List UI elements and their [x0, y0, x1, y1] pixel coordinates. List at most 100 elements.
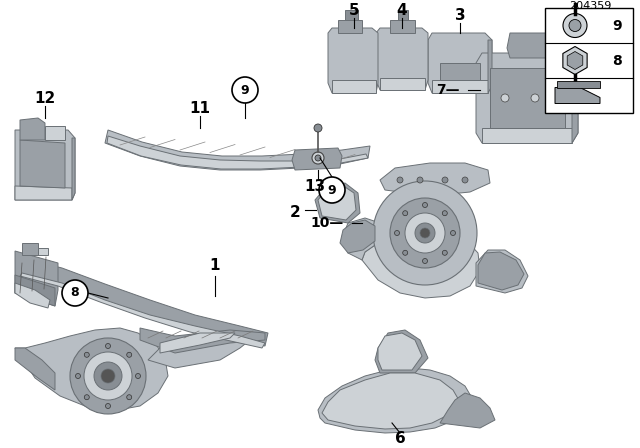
- Circle shape: [101, 369, 115, 383]
- Polygon shape: [378, 333, 422, 370]
- Polygon shape: [380, 78, 425, 90]
- Text: 8: 8: [70, 287, 79, 300]
- Polygon shape: [15, 275, 55, 306]
- Polygon shape: [567, 52, 583, 69]
- Polygon shape: [20, 258, 268, 346]
- Circle shape: [403, 250, 408, 255]
- Polygon shape: [340, 220, 375, 253]
- Polygon shape: [345, 10, 358, 20]
- Text: 13: 13: [305, 178, 326, 194]
- Polygon shape: [38, 248, 48, 255]
- Text: 8: 8: [612, 53, 622, 68]
- Circle shape: [531, 94, 539, 102]
- Polygon shape: [428, 33, 492, 93]
- Circle shape: [394, 231, 399, 236]
- Polygon shape: [342, 218, 380, 260]
- Polygon shape: [160, 333, 235, 353]
- Polygon shape: [375, 330, 428, 373]
- Circle shape: [127, 395, 132, 400]
- Polygon shape: [22, 243, 38, 255]
- Circle shape: [84, 352, 90, 358]
- Polygon shape: [482, 128, 572, 143]
- Circle shape: [312, 152, 324, 164]
- Circle shape: [232, 77, 258, 103]
- Text: 11: 11: [189, 100, 211, 116]
- Text: 9: 9: [241, 83, 250, 96]
- Circle shape: [403, 211, 408, 215]
- Polygon shape: [390, 20, 415, 33]
- Polygon shape: [338, 20, 362, 33]
- Circle shape: [314, 124, 322, 132]
- Polygon shape: [20, 118, 45, 140]
- Circle shape: [462, 177, 468, 183]
- Polygon shape: [328, 28, 378, 93]
- Text: 5: 5: [349, 3, 359, 17]
- Polygon shape: [488, 40, 492, 93]
- Text: 9: 9: [612, 18, 622, 33]
- Circle shape: [106, 404, 111, 409]
- Circle shape: [315, 155, 321, 161]
- Text: 7—: 7—: [436, 83, 460, 97]
- Circle shape: [106, 344, 111, 349]
- Polygon shape: [72, 138, 75, 200]
- Circle shape: [136, 374, 141, 379]
- Polygon shape: [440, 393, 495, 428]
- Circle shape: [417, 177, 423, 183]
- Polygon shape: [315, 183, 360, 223]
- Text: 6: 6: [395, 431, 405, 445]
- Circle shape: [70, 338, 146, 414]
- Circle shape: [405, 213, 445, 253]
- Polygon shape: [15, 328, 168, 410]
- Circle shape: [397, 177, 403, 183]
- Polygon shape: [557, 81, 600, 87]
- Text: 12: 12: [35, 90, 56, 105]
- Bar: [545, 8, 633, 113]
- Circle shape: [76, 374, 81, 379]
- Text: 204359: 204359: [569, 1, 611, 11]
- Polygon shape: [476, 250, 528, 293]
- Polygon shape: [107, 136, 368, 169]
- Polygon shape: [478, 252, 524, 290]
- Polygon shape: [45, 126, 65, 140]
- Polygon shape: [507, 33, 558, 58]
- Circle shape: [501, 94, 509, 102]
- Polygon shape: [572, 63, 578, 143]
- Polygon shape: [332, 80, 376, 93]
- Polygon shape: [105, 130, 370, 170]
- Circle shape: [451, 231, 456, 236]
- Polygon shape: [20, 140, 65, 188]
- Polygon shape: [490, 68, 565, 128]
- Circle shape: [127, 352, 132, 358]
- Circle shape: [415, 223, 435, 243]
- Circle shape: [62, 280, 88, 306]
- Text: 10—: 10—: [311, 216, 344, 230]
- Circle shape: [84, 352, 132, 400]
- Polygon shape: [15, 130, 75, 200]
- Polygon shape: [380, 163, 490, 196]
- Text: 3: 3: [454, 8, 465, 22]
- Polygon shape: [563, 47, 587, 74]
- Circle shape: [390, 198, 460, 268]
- Circle shape: [373, 181, 477, 285]
- Circle shape: [442, 211, 447, 215]
- Circle shape: [319, 177, 345, 203]
- Polygon shape: [15, 251, 58, 306]
- Text: 9: 9: [328, 184, 336, 197]
- Circle shape: [84, 395, 90, 400]
- Polygon shape: [362, 230, 480, 298]
- Polygon shape: [15, 348, 55, 390]
- Polygon shape: [432, 80, 488, 93]
- Polygon shape: [148, 333, 250, 368]
- Circle shape: [422, 202, 428, 207]
- Circle shape: [569, 20, 581, 31]
- Polygon shape: [376, 28, 428, 90]
- Polygon shape: [140, 328, 265, 353]
- Circle shape: [420, 228, 430, 238]
- Polygon shape: [476, 53, 578, 143]
- Polygon shape: [322, 373, 460, 429]
- Circle shape: [556, 94, 564, 102]
- Circle shape: [563, 13, 587, 38]
- Circle shape: [94, 362, 122, 390]
- Circle shape: [442, 250, 447, 255]
- Polygon shape: [15, 186, 72, 200]
